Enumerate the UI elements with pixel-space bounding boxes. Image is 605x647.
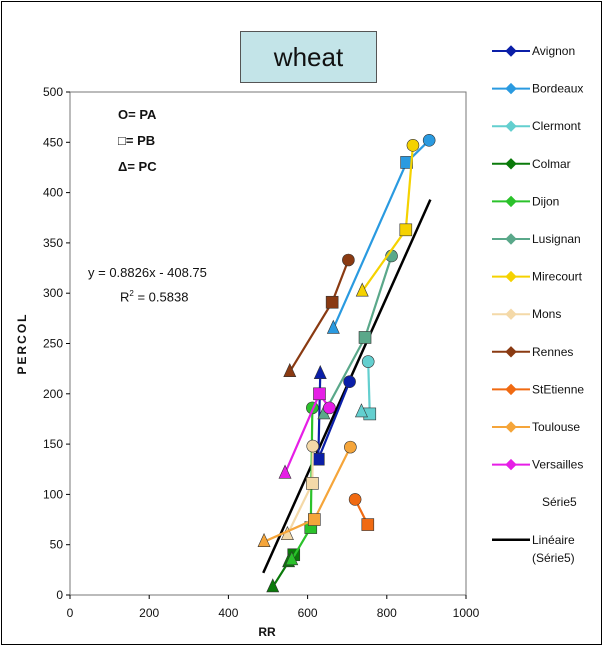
- data-point-mirecourt: [399, 223, 413, 237]
- legend-marker-versailles: [505, 458, 517, 471]
- legend-label-mirecourt: Mirecourt: [532, 270, 583, 284]
- data-point-avignon: [313, 364, 327, 379]
- data-point-avignon: [311, 452, 325, 466]
- marker-key-pb-symbol: □: [118, 133, 126, 148]
- data-point-mirecourt: [406, 139, 420, 152]
- data-point-versailles: [278, 464, 292, 479]
- data-point-versailles: [323, 401, 336, 415]
- legend-marker-stetienne: [505, 383, 517, 396]
- legend-marker-clermont: [505, 120, 517, 132]
- y-tick-label: 50: [50, 538, 64, 552]
- y-tick-label: 150: [43, 437, 63, 451]
- legend-marker-colmar: [505, 158, 517, 170]
- legend-marker-avignon: [505, 45, 517, 57]
- x-tick-label: 200: [139, 606, 159, 620]
- legend-label-s-rie5: Série5: [542, 495, 577, 509]
- marker-key-pa-label: = PA: [128, 107, 157, 122]
- data-point-rennes: [283, 362, 297, 377]
- y-tick-label: 500: [43, 85, 63, 99]
- data-point-clermont: [354, 403, 368, 418]
- legend-label-avignon: Avignon: [532, 44, 575, 58]
- legend-label-rennes: Rennes: [532, 345, 573, 359]
- data-point-lusignan: [358, 331, 372, 344]
- regression-r2: R2 = 0.5838: [120, 289, 189, 305]
- legend-marker-toulouse: [505, 421, 517, 433]
- data-point-rennes: [325, 295, 339, 309]
- data-point-colmar: [266, 578, 280, 593]
- y-tick-label: 250: [43, 337, 63, 351]
- marker-key-pc-symbol: Δ: [118, 159, 128, 174]
- data-point-rennes: [342, 253, 355, 267]
- data-point-mons: [306, 439, 320, 453]
- legend-marker-mons: [505, 308, 517, 320]
- x-tick-label: 800: [377, 606, 397, 620]
- y-tick-label: 0: [56, 588, 63, 602]
- data-point-dijon: [285, 551, 299, 566]
- legend-marker-dijon: [505, 195, 517, 208]
- legend-label-lin-aire-s-rie5--cont: (Série5): [532, 551, 575, 565]
- data-point-bordeaux: [326, 319, 340, 334]
- data-point-stetienne: [348, 493, 362, 506]
- data-point-mirecourt: [355, 282, 369, 297]
- data-point-clermont: [361, 355, 375, 368]
- legend-marker-lusignan: [505, 233, 517, 245]
- y-tick-label: 450: [43, 135, 63, 149]
- legend-label-clermont: Clermont: [532, 119, 581, 133]
- x-tick-label: 600: [298, 606, 318, 620]
- legend-label-toulouse: Toulouse: [532, 420, 580, 434]
- data-point-bordeaux: [400, 156, 413, 169]
- data-point-stetienne: [361, 518, 375, 531]
- y-tick-label: 300: [43, 286, 63, 300]
- chart-title: wheat: [240, 31, 377, 83]
- legend-marker-rennes: [505, 346, 517, 358]
- marker-key-pa-symbol: O: [118, 107, 129, 122]
- data-point-toulouse: [344, 440, 357, 454]
- legend-label-lin-aire-s-rie5-: Linéaire: [532, 533, 575, 547]
- y-axis-label: PERCOL: [15, 312, 29, 374]
- data-point-mons: [306, 477, 319, 490]
- y-tick-label: 400: [43, 186, 63, 200]
- data-point-toulouse: [308, 513, 321, 526]
- x-tick-label: 400: [218, 606, 238, 620]
- y-tick-label: 100: [43, 487, 63, 501]
- marker-key-pb-label: = PB: [125, 133, 156, 148]
- legend-marker-bordeaux: [505, 82, 517, 95]
- legend-label-colmar: Colmar: [532, 157, 571, 171]
- data-point-avignon: [343, 375, 356, 389]
- legend-label-stetienne: StEtienne: [532, 382, 584, 396]
- data-point-versailles: [313, 387, 326, 401]
- marker-key-pc: Δ= PC: [118, 159, 157, 174]
- regression-r2-prefix: R: [120, 289, 130, 305]
- y-tick-label: 350: [43, 236, 63, 250]
- data-point-toulouse: [257, 532, 271, 547]
- x-tick-label: 1000: [453, 606, 480, 620]
- legend-label-bordeaux: Bordeaux: [532, 82, 583, 96]
- marker-key-pa: O= PA: [118, 107, 156, 122]
- legend-label-dijon: Dijon: [532, 194, 559, 208]
- data-point-bordeaux: [422, 133, 436, 147]
- marker-key-pc-label: = PC: [127, 159, 157, 174]
- x-axis-label: RR: [258, 625, 276, 639]
- regression-r2-value: = 0.5838: [133, 289, 189, 305]
- regression-equation: y = 0.8826x - 408.75: [88, 265, 207, 280]
- x-tick-label: 0: [67, 606, 74, 620]
- legend-label-lusignan: Lusignan: [532, 232, 581, 246]
- legend-label-mons: Mons: [532, 307, 561, 321]
- y-tick-label: 200: [43, 387, 63, 401]
- legend-label-versailles: Versailles: [532, 458, 583, 472]
- marker-key-pb: □= PB: [118, 133, 155, 148]
- legend-marker-mirecourt: [505, 270, 517, 283]
